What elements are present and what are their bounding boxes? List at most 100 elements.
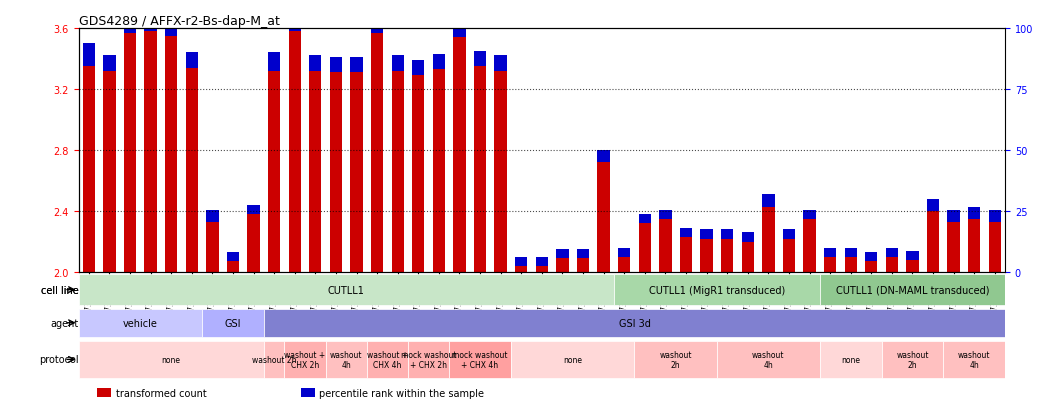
Bar xyxy=(598,163,609,273)
Bar xyxy=(820,274,1005,306)
Bar xyxy=(820,341,882,378)
Bar xyxy=(618,257,630,273)
Bar xyxy=(556,250,569,259)
Bar xyxy=(79,309,202,337)
Text: cell line: cell line xyxy=(41,285,79,295)
Text: none: none xyxy=(161,355,181,364)
Bar xyxy=(907,251,918,260)
Bar xyxy=(886,248,898,257)
Bar xyxy=(83,44,95,67)
Bar xyxy=(598,151,609,163)
Bar xyxy=(449,341,511,378)
Text: washout
2h: washout 2h xyxy=(896,350,929,369)
Bar xyxy=(392,71,404,273)
Bar xyxy=(948,222,960,273)
Bar xyxy=(511,341,634,378)
Bar xyxy=(762,207,775,273)
Bar xyxy=(536,257,548,266)
Text: transformed count: transformed count xyxy=(115,387,206,398)
Bar xyxy=(264,341,285,378)
Bar xyxy=(845,248,856,257)
Bar xyxy=(865,253,877,262)
Bar xyxy=(289,14,300,32)
Bar xyxy=(680,228,692,237)
Bar xyxy=(741,233,754,242)
Bar xyxy=(104,56,115,71)
Bar xyxy=(865,262,877,273)
Bar xyxy=(165,21,177,36)
Text: GSI: GSI xyxy=(225,318,241,328)
Bar xyxy=(366,341,408,378)
Bar xyxy=(97,388,111,397)
Bar xyxy=(330,58,342,73)
Bar xyxy=(639,215,651,224)
Bar xyxy=(413,76,424,273)
Bar xyxy=(432,70,445,273)
Bar xyxy=(408,341,449,378)
Bar xyxy=(104,71,115,273)
Text: agent: agent xyxy=(50,318,79,328)
Bar xyxy=(371,15,383,33)
Text: washout +
CHX 2h: washout + CHX 2h xyxy=(285,350,326,369)
Text: none: none xyxy=(563,355,582,364)
Bar xyxy=(264,309,1005,337)
Bar xyxy=(577,259,589,273)
Bar xyxy=(165,36,177,273)
Bar xyxy=(392,56,404,71)
Text: mock washout
+ CHX 4h: mock washout + CHX 4h xyxy=(452,350,508,369)
Bar xyxy=(227,262,239,273)
Bar xyxy=(824,248,837,257)
Text: washout +
CHX 4h: washout + CHX 4h xyxy=(366,350,408,369)
Text: cell line: cell line xyxy=(41,285,79,295)
Bar xyxy=(432,55,445,70)
Bar xyxy=(721,230,733,239)
Bar xyxy=(762,195,775,207)
Bar xyxy=(741,242,754,273)
Bar xyxy=(577,250,589,259)
Bar xyxy=(634,341,717,378)
Bar xyxy=(474,52,486,67)
Bar xyxy=(300,388,315,397)
Bar xyxy=(206,222,219,273)
Text: GSI 3d: GSI 3d xyxy=(619,318,650,328)
Bar xyxy=(144,14,157,32)
Text: mock washout
+ CHX 2h: mock washout + CHX 2h xyxy=(401,350,456,369)
Text: none: none xyxy=(841,355,861,364)
Text: washout
4h: washout 4h xyxy=(958,350,990,369)
Bar xyxy=(927,211,939,273)
Bar xyxy=(803,219,816,273)
Bar xyxy=(845,257,856,273)
Bar xyxy=(783,230,795,239)
Text: vehicle: vehicle xyxy=(122,318,158,328)
Bar xyxy=(144,32,157,273)
Bar xyxy=(886,257,898,273)
Bar xyxy=(824,257,837,273)
Bar xyxy=(202,309,264,337)
Bar xyxy=(721,239,733,273)
Text: washout
4h: washout 4h xyxy=(752,350,784,369)
Bar xyxy=(700,230,713,239)
Bar xyxy=(515,266,528,273)
Bar xyxy=(453,38,466,273)
Bar xyxy=(309,56,321,71)
Bar xyxy=(660,210,671,219)
Bar xyxy=(494,56,507,71)
Bar xyxy=(206,210,219,222)
Bar xyxy=(618,248,630,257)
Bar xyxy=(268,53,281,71)
Bar xyxy=(227,253,239,262)
Bar xyxy=(494,71,507,273)
Bar xyxy=(289,32,300,273)
Bar xyxy=(988,222,1001,273)
Bar xyxy=(968,219,980,273)
Bar xyxy=(717,341,820,378)
Text: washout
2h: washout 2h xyxy=(660,350,692,369)
Bar xyxy=(474,67,486,273)
Bar xyxy=(124,33,136,273)
Bar xyxy=(614,274,820,306)
Bar xyxy=(660,219,671,273)
Bar xyxy=(371,33,383,273)
Bar xyxy=(79,341,264,378)
Bar xyxy=(515,257,528,266)
Bar xyxy=(927,199,939,211)
